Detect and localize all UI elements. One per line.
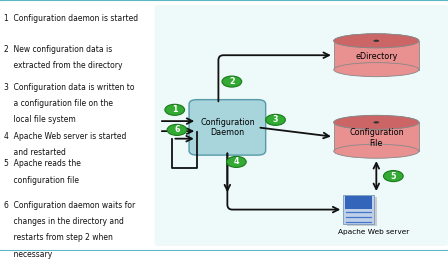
Text: a configuration file on the: a configuration file on the	[4, 99, 113, 108]
Ellipse shape	[334, 144, 419, 158]
Circle shape	[266, 114, 285, 125]
Text: 6: 6	[174, 125, 180, 134]
Ellipse shape	[334, 63, 419, 77]
FancyBboxPatch shape	[155, 5, 448, 246]
Ellipse shape	[374, 121, 379, 124]
Text: 3  Configuration data is written to: 3 Configuration data is written to	[4, 83, 135, 92]
Circle shape	[383, 171, 403, 182]
Text: 4: 4	[233, 157, 239, 166]
Text: local file system: local file system	[4, 116, 76, 125]
Text: 5: 5	[391, 171, 396, 181]
Text: restarts from step 2 when: restarts from step 2 when	[4, 233, 113, 242]
Ellipse shape	[334, 115, 419, 130]
FancyBboxPatch shape	[0, 0, 448, 251]
Text: and restarted: and restarted	[4, 148, 66, 157]
Text: Configuration
Daemon: Configuration Daemon	[200, 118, 254, 137]
Text: 1  Configuration daemon is started: 1 Configuration daemon is started	[4, 14, 138, 23]
Circle shape	[165, 104, 185, 115]
Text: 5  Apache reads the: 5 Apache reads the	[4, 159, 82, 168]
Ellipse shape	[374, 40, 379, 42]
Text: Configuration
File: Configuration File	[349, 128, 404, 148]
Ellipse shape	[334, 115, 419, 130]
Ellipse shape	[334, 34, 419, 48]
Circle shape	[227, 156, 246, 167]
Circle shape	[167, 124, 187, 135]
Text: 6  Configuration daemon waits for: 6 Configuration daemon waits for	[4, 201, 136, 210]
Text: necessary: necessary	[4, 250, 53, 259]
Text: 3: 3	[273, 115, 278, 124]
Text: changes in the directory and: changes in the directory and	[4, 217, 125, 226]
Bar	[343, 195, 374, 224]
Bar	[347, 197, 377, 226]
Text: extracted from the directory: extracted from the directory	[4, 61, 123, 70]
Ellipse shape	[334, 34, 419, 48]
Circle shape	[222, 76, 242, 87]
Text: 4  Apache Web server is started: 4 Apache Web server is started	[4, 132, 127, 141]
Bar	[334, 41, 419, 70]
Bar	[345, 196, 372, 209]
Bar	[334, 122, 419, 151]
Text: 2  New configuration data is: 2 New configuration data is	[4, 45, 113, 54]
Text: eDirectory: eDirectory	[355, 52, 397, 61]
Text: Apache Web server: Apache Web server	[338, 229, 410, 235]
Text: 2: 2	[229, 77, 235, 86]
FancyBboxPatch shape	[189, 100, 266, 155]
Text: 1: 1	[172, 105, 177, 114]
Text: configuration file: configuration file	[4, 176, 79, 185]
